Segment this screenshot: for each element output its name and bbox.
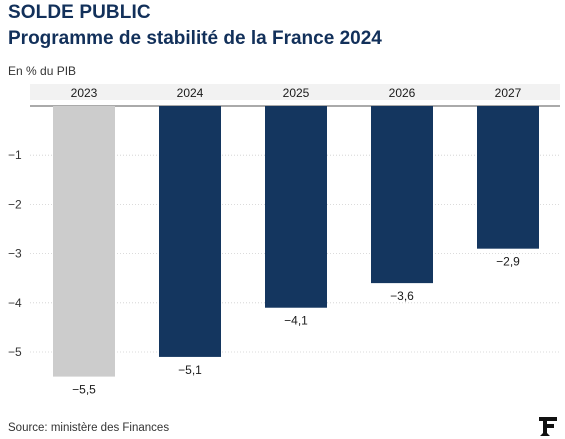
chart-subtitle: Programme de stabilité de la France 2024 (8, 28, 382, 49)
bar-2026 (371, 106, 433, 284)
bar-2023 (53, 106, 115, 377)
bar-2024 (159, 106, 221, 357)
x-category-label: 2024 (177, 86, 204, 100)
x-category-label: 2023 (71, 86, 98, 100)
le-figaro-logo-icon (539, 417, 557, 436)
data-label: −2,9 (496, 255, 520, 269)
y-tick-label: −1 (8, 148, 22, 162)
bar-2027 (477, 106, 539, 249)
data-label: −3,6 (390, 289, 414, 303)
chart-title: SOLDE PUBLIC (8, 2, 151, 23)
source-note: Source: ministère des Finances (8, 422, 170, 434)
data-label: −4,1 (284, 314, 308, 328)
y-tick-label: −2 (8, 197, 22, 211)
data-label: −5,1 (178, 363, 202, 377)
x-category-label: 2025 (283, 86, 310, 100)
y-tick-label: −4 (8, 296, 22, 310)
category-header-band (30, 84, 560, 100)
y-tick-label: −3 (8, 247, 22, 261)
x-category-label: 2027 (495, 86, 522, 100)
x-category-label: 2026 (389, 86, 416, 100)
y-axis-unit-label: En % du PIB (8, 64, 77, 78)
bar-2025 (265, 106, 327, 308)
data-label: −5,5 (72, 383, 96, 397)
y-tick-label: −5 (8, 345, 22, 359)
